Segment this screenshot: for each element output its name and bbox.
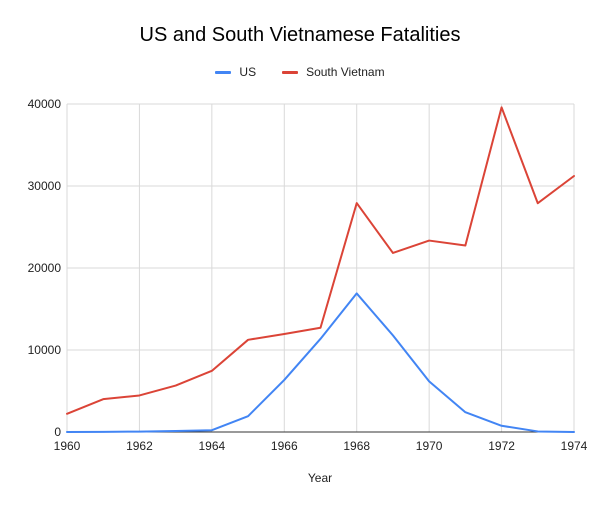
gridlines bbox=[66, 103, 575, 432]
y-tick-label: 0 bbox=[54, 425, 61, 439]
y-tick-label: 30000 bbox=[28, 179, 62, 193]
series-lines bbox=[66, 106, 575, 433]
x-tick-label: 1970 bbox=[416, 439, 443, 453]
legend-swatch-us bbox=[215, 70, 232, 74]
x-tick-label: 1972 bbox=[488, 439, 515, 453]
x-tick-label: 1962 bbox=[126, 439, 153, 453]
y-tick-label: 20000 bbox=[28, 261, 62, 275]
x-tick-label: 1968 bbox=[343, 439, 370, 453]
x-tick-label: 1964 bbox=[199, 439, 226, 453]
x-tick-label: 1966 bbox=[271, 439, 298, 453]
legend-swatch-south-vietnam bbox=[282, 70, 299, 74]
series-line-us[interactable] bbox=[66, 292, 575, 433]
legend-label-south-vietnam: South Vietnam bbox=[306, 65, 385, 79]
legend-item-south-vietnam[interactable]: South Vietnam bbox=[282, 65, 385, 79]
legend: US South Vietnam bbox=[0, 65, 600, 79]
x-tick-label: 1960 bbox=[54, 439, 81, 453]
legend-label-us: US bbox=[239, 65, 257, 79]
chart-title: US and South Vietnamese Fatalities bbox=[139, 24, 461, 46]
y-tick-label: 40000 bbox=[28, 97, 62, 111]
tick-labels: 1960 1962 1964 1966 1968 1970 1972 1974 0 10000 20… bbox=[28, 97, 588, 453]
y-tick-label: 10000 bbox=[28, 343, 62, 357]
x-axis-title: Year bbox=[308, 471, 332, 485]
series-line-south-vietnam[interactable] bbox=[66, 106, 575, 415]
legend-item-us[interactable]: US bbox=[215, 65, 256, 79]
x-tick-label: 1974 bbox=[561, 439, 588, 453]
